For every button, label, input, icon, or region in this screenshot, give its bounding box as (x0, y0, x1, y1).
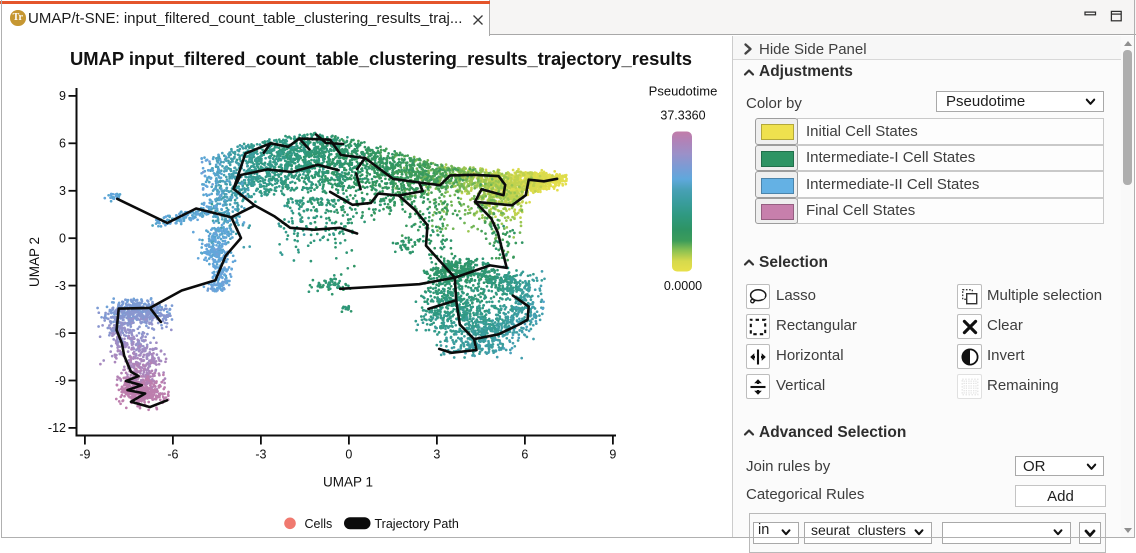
svg-text:37.3360: 37.3360 (660, 109, 705, 123)
svg-text:Trajectory Path: Trajectory Path (375, 517, 459, 531)
svg-text:Pseudotime: Pseudotime (649, 84, 718, 99)
svg-text:0: 0 (59, 232, 66, 246)
svg-text:Cells: Cells (305, 517, 333, 531)
svg-text:-3: -3 (55, 279, 66, 293)
svg-text:0.0000: 0.0000 (664, 279, 702, 293)
svg-text:-12: -12 (48, 421, 66, 435)
svg-text:9: 9 (609, 448, 616, 462)
svg-text:-3: -3 (255, 448, 266, 462)
svg-text:UMAP input_filtered_count_tabl: UMAP input_filtered_count_table_clusteri… (70, 48, 692, 69)
svg-text:UMAP 2: UMAP 2 (27, 237, 42, 287)
svg-text:-6: -6 (55, 326, 66, 340)
svg-text:-6: -6 (167, 448, 178, 462)
svg-text:-9: -9 (55, 374, 66, 388)
svg-text:UMAP 1: UMAP 1 (323, 475, 373, 490)
svg-text:6: 6 (521, 448, 528, 462)
svg-text:3: 3 (433, 448, 440, 462)
svg-text:3: 3 (59, 184, 66, 198)
svg-text:6: 6 (59, 137, 66, 151)
svg-text:9: 9 (59, 89, 66, 103)
svg-text:0: 0 (345, 448, 352, 462)
svg-text:-9: -9 (79, 448, 90, 462)
